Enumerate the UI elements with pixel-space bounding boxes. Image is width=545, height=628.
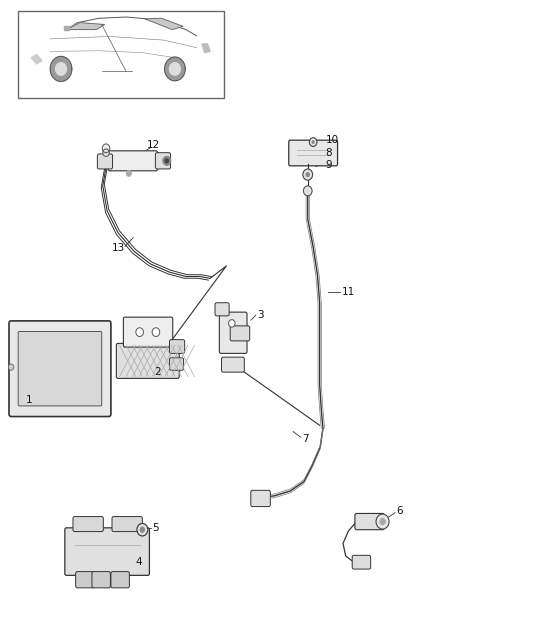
FancyBboxPatch shape: [76, 571, 94, 588]
Polygon shape: [169, 63, 180, 75]
Circle shape: [163, 156, 171, 165]
FancyBboxPatch shape: [92, 571, 111, 588]
Text: 11: 11: [342, 287, 355, 297]
FancyBboxPatch shape: [169, 340, 185, 354]
Polygon shape: [66, 23, 105, 30]
FancyBboxPatch shape: [219, 312, 247, 354]
Circle shape: [8, 364, 14, 371]
Polygon shape: [64, 26, 69, 30]
FancyBboxPatch shape: [116, 344, 179, 379]
FancyBboxPatch shape: [123, 317, 173, 347]
Text: 8: 8: [326, 148, 332, 158]
FancyBboxPatch shape: [352, 555, 371, 569]
Text: 9: 9: [326, 160, 332, 170]
Text: 6: 6: [396, 506, 403, 516]
Text: 3: 3: [257, 310, 264, 320]
FancyBboxPatch shape: [112, 517, 142, 531]
FancyBboxPatch shape: [155, 153, 171, 169]
Circle shape: [306, 172, 310, 177]
Circle shape: [102, 144, 110, 153]
FancyBboxPatch shape: [221, 357, 244, 372]
Polygon shape: [31, 55, 42, 64]
Circle shape: [379, 518, 386, 526]
Text: 2: 2: [154, 367, 161, 377]
Circle shape: [304, 186, 312, 196]
Text: 13: 13: [112, 244, 125, 253]
Polygon shape: [165, 57, 185, 81]
Polygon shape: [31, 22, 210, 72]
FancyBboxPatch shape: [355, 514, 384, 529]
Polygon shape: [56, 63, 66, 75]
FancyBboxPatch shape: [108, 151, 158, 171]
FancyBboxPatch shape: [73, 517, 104, 531]
Bar: [17, 11, 223, 99]
Circle shape: [126, 170, 131, 176]
Circle shape: [103, 149, 110, 156]
Circle shape: [137, 524, 148, 536]
Polygon shape: [50, 57, 72, 82]
FancyBboxPatch shape: [289, 140, 337, 166]
FancyBboxPatch shape: [9, 321, 111, 416]
Text: 7: 7: [302, 434, 309, 444]
FancyBboxPatch shape: [111, 571, 129, 588]
FancyBboxPatch shape: [215, 303, 229, 316]
Polygon shape: [202, 44, 210, 53]
FancyBboxPatch shape: [18, 332, 102, 406]
Polygon shape: [145, 18, 183, 30]
Circle shape: [152, 328, 160, 337]
Circle shape: [303, 169, 313, 180]
Text: 5: 5: [152, 523, 159, 533]
FancyBboxPatch shape: [169, 358, 184, 371]
Circle shape: [140, 526, 145, 533]
FancyBboxPatch shape: [65, 528, 149, 575]
Circle shape: [312, 140, 315, 144]
Circle shape: [376, 514, 389, 529]
FancyBboxPatch shape: [251, 490, 270, 507]
Circle shape: [310, 138, 317, 146]
Circle shape: [165, 159, 168, 163]
Text: 4: 4: [136, 557, 142, 567]
FancyBboxPatch shape: [230, 326, 250, 341]
FancyBboxPatch shape: [98, 154, 113, 169]
Text: 10: 10: [326, 134, 339, 144]
Text: 1: 1: [26, 394, 32, 404]
Circle shape: [136, 328, 143, 337]
Text: 12: 12: [147, 140, 160, 150]
Circle shape: [228, 320, 235, 327]
